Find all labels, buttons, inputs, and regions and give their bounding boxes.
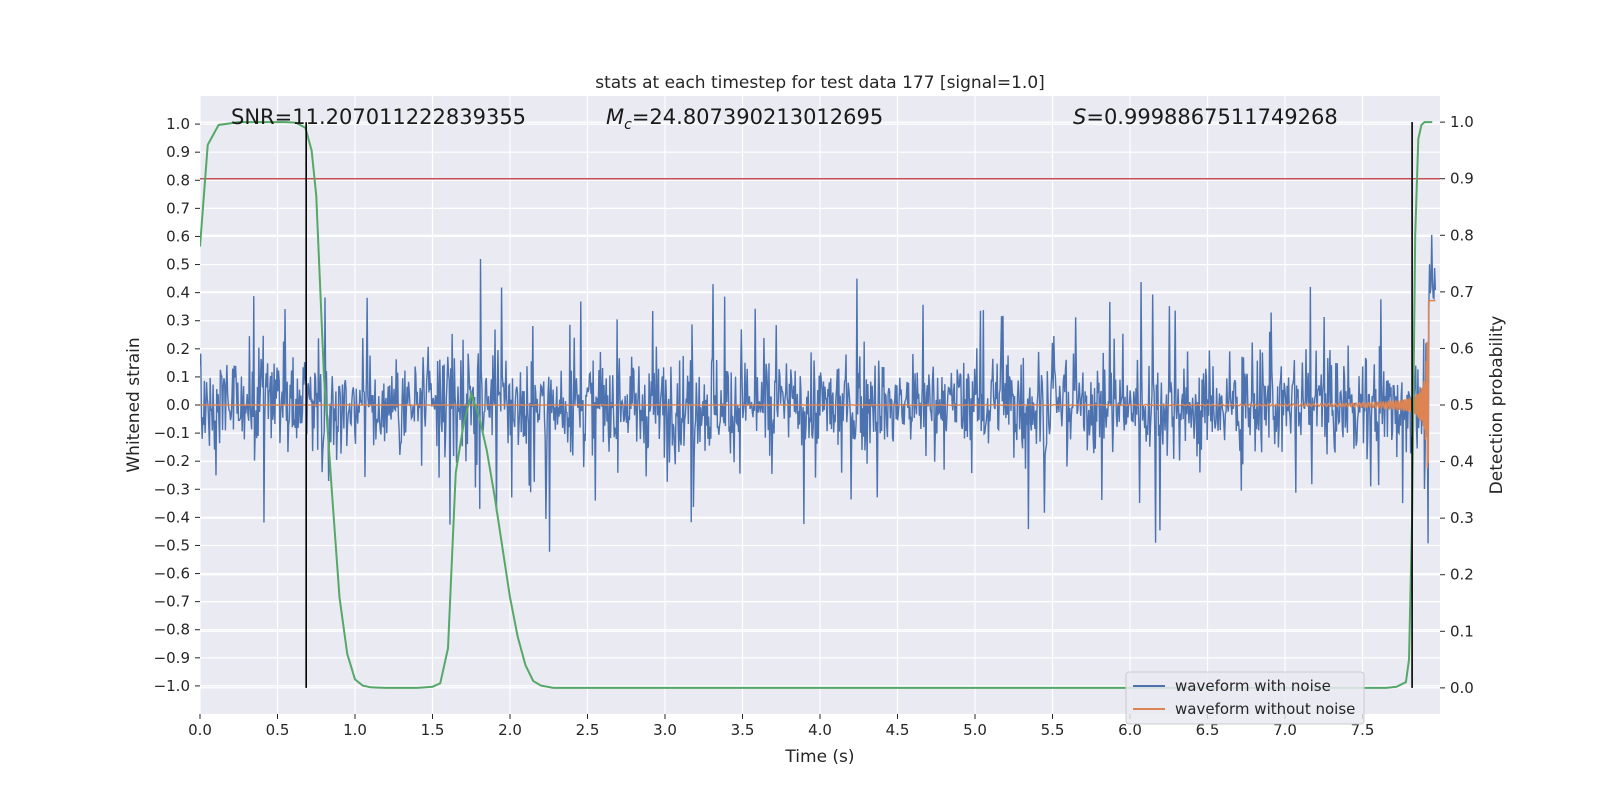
y-tick-label: 0.1 bbox=[166, 368, 190, 386]
y-tick-label: −0.5 bbox=[154, 536, 190, 554]
chirp-mass-value: =24.807390213012695 bbox=[632, 105, 883, 129]
legend-label-clean: waveform without noise bbox=[1175, 700, 1355, 718]
y-tick-label: −0.6 bbox=[154, 565, 190, 583]
y-tick-label: 0.9 bbox=[166, 143, 190, 161]
series-waveform-without-noise bbox=[200, 299, 1436, 469]
y-tick-label: −0.9 bbox=[154, 649, 190, 667]
chirp-mass-symbol: M bbox=[606, 105, 624, 129]
chirp-mass-subscript: c bbox=[624, 117, 632, 133]
x-tick-label: 4.5 bbox=[886, 721, 910, 739]
x-tick-label: 1.5 bbox=[421, 721, 445, 739]
y2-tick-label: 1.0 bbox=[1450, 113, 1474, 131]
legend-label-noisy: waveform with noise bbox=[1175, 677, 1331, 695]
y-axis-ticks: 1.0 0.9 0.8 0.7 0.6 0.5 0.4 0.3 0.2 0.1 0.0 −0.1 −0.… bbox=[154, 115, 200, 695]
y-tick-label: 0.2 bbox=[166, 340, 190, 358]
score-annotation: S=0.9998867511749268 bbox=[1073, 105, 1338, 129]
y2-tick-label: 0.5 bbox=[1450, 396, 1474, 414]
series-detection-probability bbox=[200, 121, 1433, 689]
score-symbol: S bbox=[1073, 105, 1086, 129]
y-tick-label: −0.8 bbox=[154, 621, 190, 639]
x-tick-label: 2.0 bbox=[498, 721, 522, 739]
y-tick-label: 0.8 bbox=[166, 171, 190, 189]
score-value: =0.9998867511749268 bbox=[1086, 105, 1337, 129]
snr-annotation: SNR=11.207011222839355 bbox=[231, 105, 526, 129]
y-tick-label: −0.7 bbox=[154, 593, 190, 611]
y-tick-label: 0.7 bbox=[166, 199, 190, 217]
chart-title: stats at each timestep for test data 177… bbox=[595, 73, 1045, 93]
x-tick-label: 7.5 bbox=[1351, 721, 1375, 739]
x-axis-ticks: 0.0 0.5 1.0 1.5 2.0 2.5 3.0 3.5 4.0 4.5 5.0 5.5 6.0 6… bbox=[188, 714, 1374, 739]
series-waveform-with-noise bbox=[200, 234, 1437, 552]
y-tick-label: −0.4 bbox=[154, 508, 190, 526]
plot-data-layer bbox=[200, 121, 1440, 689]
y2-tick-label: 0.9 bbox=[1450, 170, 1474, 188]
y-tick-label: 0.5 bbox=[166, 256, 190, 274]
legend-frame bbox=[1125, 671, 1365, 725]
x-tick-label: 5.0 bbox=[963, 721, 987, 739]
y2-tick-label: 0.6 bbox=[1450, 339, 1474, 357]
y-tick-label: 0.4 bbox=[166, 284, 190, 302]
x-tick-label: 7.0 bbox=[1273, 721, 1297, 739]
y2-tick-label: 0.2 bbox=[1450, 566, 1474, 584]
y-tick-label: −0.1 bbox=[154, 424, 190, 442]
y-tick-label: −1.0 bbox=[154, 677, 190, 695]
y2-tick-label: 0.0 bbox=[1450, 679, 1474, 697]
y-tick-label: 0.6 bbox=[166, 227, 190, 245]
chirp-mass-annotation: Mc=24.807390213012695 bbox=[606, 105, 883, 133]
y-tick-label: −0.3 bbox=[154, 480, 190, 498]
y-axis-label: Whitened strain bbox=[124, 337, 144, 472]
legend: waveform with noise waveform without noi… bbox=[1125, 671, 1365, 725]
x-tick-label: 6.5 bbox=[1196, 721, 1220, 739]
x-tick-label: 3.0 bbox=[653, 721, 677, 739]
x-tick-label: 4.0 bbox=[808, 721, 832, 739]
y-tick-label: 0.3 bbox=[166, 312, 190, 330]
y-tick-label: 1.0 bbox=[166, 115, 190, 133]
y2-tick-label: 0.8 bbox=[1450, 226, 1474, 244]
y-tick-label: −0.2 bbox=[154, 452, 190, 470]
y2-tick-label: 0.4 bbox=[1450, 453, 1474, 471]
x-tick-label: 1.0 bbox=[343, 721, 367, 739]
y-tick-label: 0.0 bbox=[166, 396, 190, 414]
y2-axis-ticks: 1.0 0.9 0.8 0.7 0.6 0.5 0.4 0.3 0.2 0.1 0.0 bbox=[1440, 113, 1474, 697]
y2-tick-label: 0.7 bbox=[1450, 283, 1474, 301]
y2-axis-label: Detection probability bbox=[1487, 316, 1507, 495]
x-tick-label: 2.5 bbox=[576, 721, 600, 739]
x-tick-label: 0.5 bbox=[266, 721, 290, 739]
x-tick-label: 5.5 bbox=[1041, 721, 1065, 739]
x-tick-label: 3.5 bbox=[731, 721, 755, 739]
y2-tick-label: 0.3 bbox=[1450, 509, 1474, 527]
y2-tick-label: 0.1 bbox=[1450, 622, 1474, 640]
x-tick-label: 6.0 bbox=[1118, 721, 1142, 739]
x-tick-label: 0.0 bbox=[188, 721, 212, 739]
x-axis-label: Time (s) bbox=[784, 747, 854, 767]
